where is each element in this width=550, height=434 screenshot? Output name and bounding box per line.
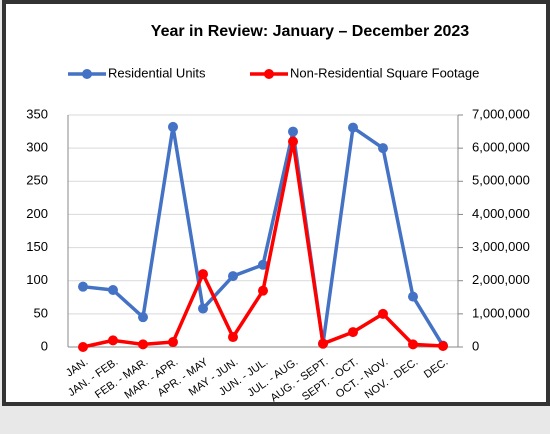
y2-tick-label: 5,000,000 xyxy=(472,173,530,188)
y2-tick-label: 2,000,000 xyxy=(472,272,530,287)
data-point xyxy=(108,335,118,346)
data-point xyxy=(138,312,148,323)
data-point xyxy=(168,121,178,132)
data-point xyxy=(408,339,418,350)
y2-tick-label: 3,000,000 xyxy=(472,239,530,254)
legend-label: Residential Units xyxy=(108,65,206,80)
legend-marker xyxy=(82,69,92,79)
y-tick-label: 350 xyxy=(26,106,48,121)
data-point xyxy=(108,284,118,295)
y2-tick-label: 6,000,000 xyxy=(472,140,530,155)
data-point xyxy=(198,269,208,280)
data-point xyxy=(198,303,208,314)
y2-tick-label: 7,000,000 xyxy=(472,106,530,121)
y-tick-label: 300 xyxy=(26,140,48,155)
y-tick-label: 0 xyxy=(41,338,48,353)
chart-title: Year in Review: January – December 2023 xyxy=(151,23,470,40)
y-tick-label: 250 xyxy=(26,173,48,188)
data-point xyxy=(228,271,238,282)
data-point xyxy=(348,122,358,133)
legend-label: Non-Residential Square Footage xyxy=(290,65,479,80)
y2-tick-label: 0 xyxy=(472,338,479,353)
y-tick-label: 200 xyxy=(26,206,48,221)
data-point xyxy=(168,337,178,348)
y-tick-label: 100 xyxy=(26,272,48,287)
data-point xyxy=(378,143,388,154)
y2-tick-label: 1,000,000 xyxy=(472,305,530,320)
data-point xyxy=(408,291,418,302)
data-point xyxy=(78,342,88,352)
y2-tick-label: 4,000,000 xyxy=(472,206,530,221)
data-point xyxy=(78,281,88,292)
data-point xyxy=(378,308,388,319)
y-tick-label: 50 xyxy=(34,305,48,320)
data-point xyxy=(288,126,298,137)
data-point xyxy=(258,259,268,270)
y-tick-label: 150 xyxy=(26,239,48,254)
data-point xyxy=(228,332,238,343)
data-point xyxy=(258,285,268,296)
data-point xyxy=(348,327,358,338)
data-point xyxy=(138,339,148,350)
data-point xyxy=(318,338,328,349)
legend-marker xyxy=(264,69,274,79)
data-point xyxy=(438,341,448,352)
data-point xyxy=(288,136,298,147)
